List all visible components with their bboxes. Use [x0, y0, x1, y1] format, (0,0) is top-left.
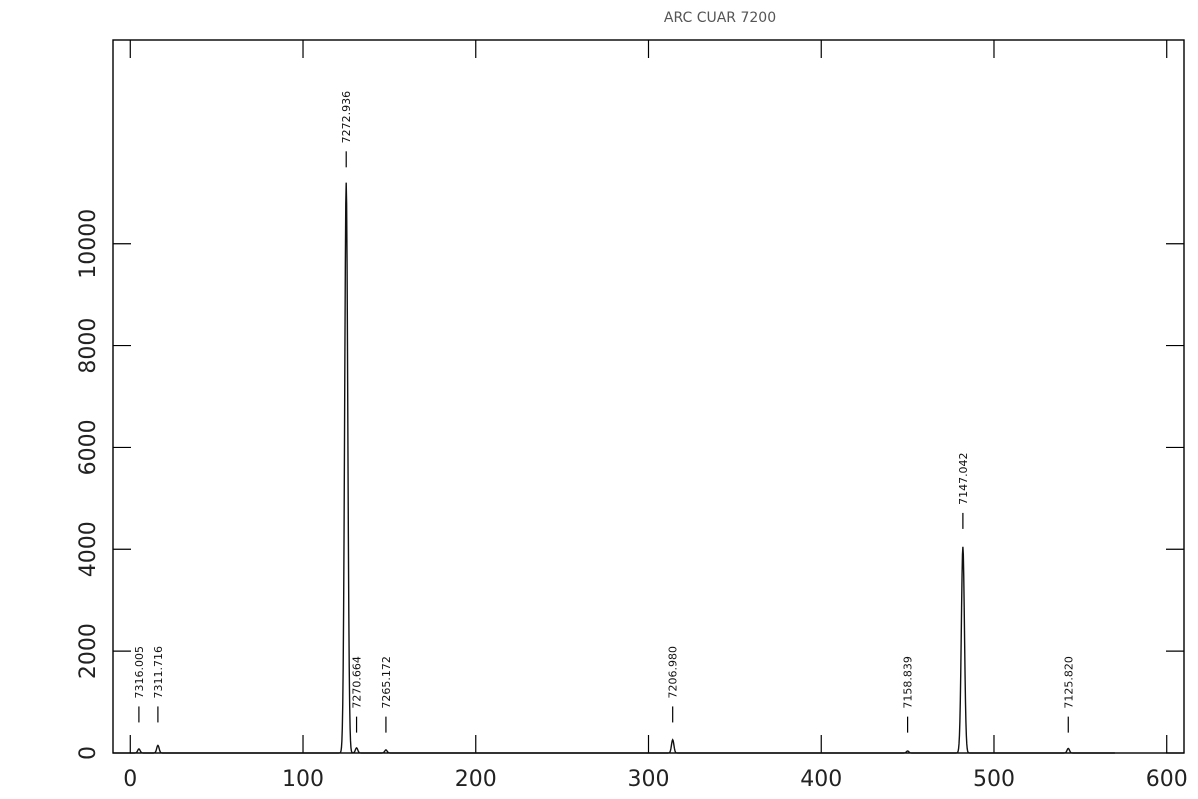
line-label: 7125.820 [1062, 656, 1075, 709]
x-tick-label: 300 [628, 767, 670, 792]
line-label: 7147.042 [957, 452, 970, 505]
x-axis: 0 100 200 300 400 500 600 [123, 40, 1188, 792]
x-tick-label: 500 [973, 767, 1015, 792]
line-label: 7206.980 [667, 646, 680, 699]
x-tick-label: 600 [1146, 767, 1188, 792]
x-tick-label: 400 [800, 767, 842, 792]
y-axis: 0 2000 4000 6000 8000 10000 [76, 209, 1184, 760]
y-tick-label: 6000 [76, 419, 101, 475]
y-tick-label: 0 [76, 746, 101, 760]
line-label: 7311.716 [152, 646, 165, 699]
line-label: 7316.005 [133, 646, 146, 699]
line-labels: 7316.005 7311.716 7272.936 7270.664 7265.172… [133, 91, 1075, 733]
y-tick-label: 10000 [76, 209, 101, 279]
x-tick-label: 200 [455, 767, 497, 792]
y-tick-label: 4000 [76, 521, 101, 577]
chart-title: ARC CUAR 7200 [664, 10, 776, 26]
line-label: 7270.664 [351, 656, 364, 709]
y-tick-label: 8000 [76, 318, 101, 374]
x-tick-label: 0 [123, 767, 137, 792]
spectrum-line [130, 182, 1115, 754]
line-label: 7272.936 [340, 91, 353, 144]
x-tick-label: 100 [282, 767, 324, 792]
line-label: 7265.172 [380, 656, 393, 709]
plot-frame [112, 39, 1185, 754]
line-label: 7158.839 [902, 656, 915, 709]
y-tick-label: 2000 [76, 623, 101, 679]
